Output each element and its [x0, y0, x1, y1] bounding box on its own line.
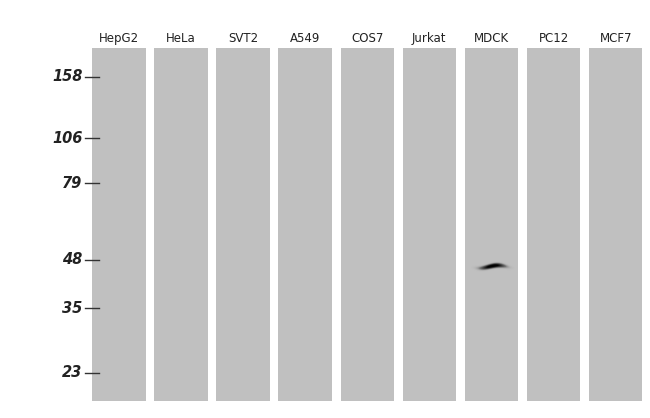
Text: COS7: COS7	[351, 32, 383, 45]
Text: 23: 23	[62, 365, 83, 380]
Bar	[154, 48, 207, 401]
Bar	[527, 48, 580, 401]
Bar	[402, 48, 456, 401]
Bar	[341, 48, 394, 401]
Text: SVT2: SVT2	[228, 32, 258, 45]
Bar	[216, 48, 270, 401]
Text: Jurkat: Jurkat	[412, 32, 447, 45]
Text: HepG2: HepG2	[99, 32, 139, 45]
Text: 48: 48	[62, 252, 83, 268]
Text: 158: 158	[52, 69, 83, 84]
Bar	[589, 48, 642, 401]
Bar	[465, 48, 518, 401]
Text: 35: 35	[62, 301, 83, 316]
Text: MCF7: MCF7	[599, 32, 632, 45]
Text: 79: 79	[62, 176, 83, 191]
Text: PC12: PC12	[538, 32, 569, 45]
Text: 106: 106	[52, 131, 83, 145]
Bar	[278, 48, 332, 401]
Text: HeLa: HeLa	[166, 32, 196, 45]
Text: MDCK: MDCK	[474, 32, 509, 45]
Text: A549: A549	[290, 32, 320, 45]
Bar	[92, 48, 146, 401]
